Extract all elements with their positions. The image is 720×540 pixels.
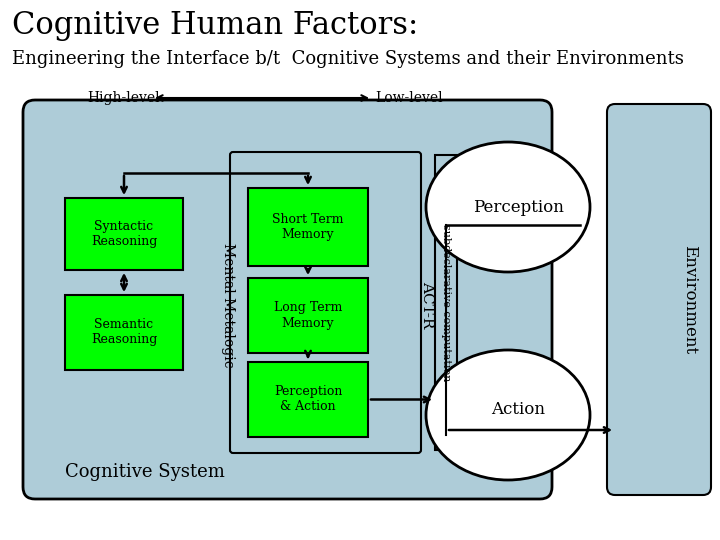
Bar [65,295,183,370]
FancyBboxPatch shape [607,104,711,495]
FancyBboxPatch shape [230,152,421,453]
Bar [248,188,368,266]
Text: High-level: High-level [87,91,160,105]
Text: Engineering the Interface b/t  Cognitive Systems and their Environments: Engineering the Interface b/t Cognitive … [12,50,684,68]
Bar [65,198,183,270]
Ellipse shape [426,142,590,272]
Text: Cognitive System: Cognitive System [65,463,225,481]
Text: Action: Action [491,402,545,418]
Text: Mental Metalogic: Mental Metalogic [221,242,235,367]
Text: Perception: Perception [472,199,564,215]
Text: Syntactic
Reasoning: Syntactic Reasoning [91,220,157,248]
Text: Perception
& Action: Perception & Action [274,386,342,414]
Text: ACT-R: ACT-R [420,281,434,329]
Bar [248,278,368,353]
Ellipse shape [426,350,590,480]
Text: Long Term
Memory: Long Term Memory [274,301,342,329]
Text: Semantic
Reasoning: Semantic Reasoning [91,319,157,347]
Text: Short Term
Memory: Short Term Memory [272,213,343,241]
Text: subdeclarative computation: subdeclarative computation [441,224,451,381]
Bar [435,155,457,450]
Text: Cognitive Human Factors:: Cognitive Human Factors: [12,10,418,41]
Text: Low-level: Low-level [375,91,443,105]
Text: Environment: Environment [681,246,698,355]
FancyBboxPatch shape [23,100,552,499]
Bar [248,362,368,437]
